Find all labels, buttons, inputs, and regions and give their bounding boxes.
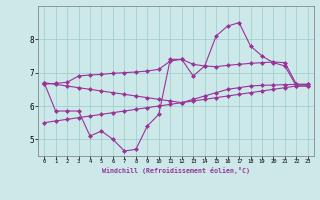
X-axis label: Windchill (Refroidissement éolien,°C): Windchill (Refroidissement éolien,°C) — [102, 167, 250, 174]
